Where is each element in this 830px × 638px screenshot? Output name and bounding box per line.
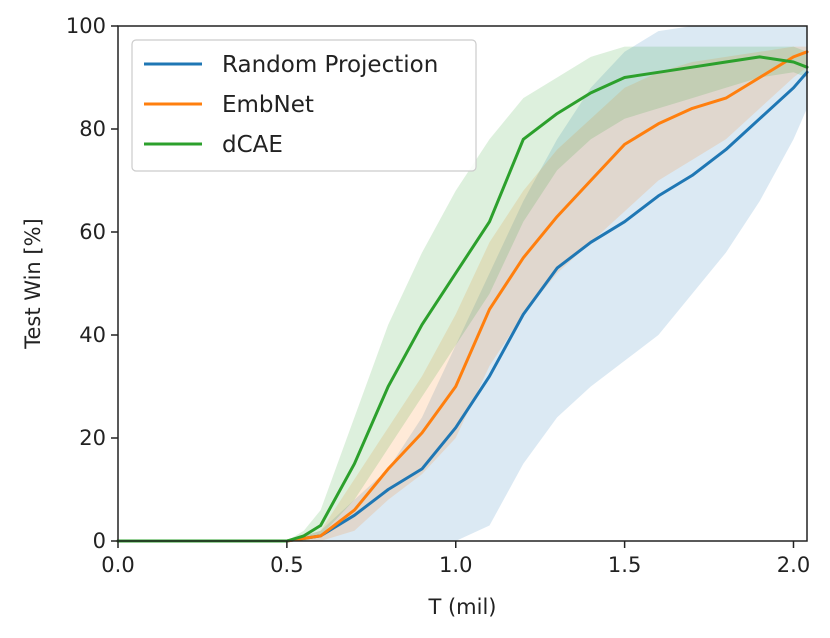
y-tick-label: 40	[79, 323, 106, 347]
legend-box	[131, 39, 477, 172]
plot-frame	[117, 25, 808, 542]
y-tick-label: 20	[79, 426, 106, 450]
x-tick-label: 1.0	[439, 553, 472, 577]
x-axis-label: T (mil)	[427, 595, 496, 619]
x-tick-label: 0.5	[270, 553, 303, 577]
y-tick-label: 100	[66, 14, 106, 38]
line-dcae	[116, 55, 809, 543]
y-axis-ticks: 0 20 40 60 80 100	[66, 14, 118, 553]
series-lines	[116, 50, 809, 543]
legend: Random Projection EmbNet dCAE	[131, 39, 477, 172]
confidence-bands	[118, 26, 807, 541]
x-tick-label: 1.5	[608, 553, 641, 577]
x-tick-label: 2.0	[777, 553, 810, 577]
line-random-projection	[116, 70, 809, 543]
legend-label-random-projection: Random Projection	[222, 52, 438, 78]
y-tick-label: 60	[79, 220, 106, 244]
y-tick-label: 0	[93, 529, 106, 553]
band-random-projection	[118, 26, 807, 541]
band-dcae	[118, 46, 807, 541]
y-tick-label: 80	[79, 117, 106, 141]
legend-label-dcae: dCAE	[222, 132, 283, 158]
legend-label-embnet: EmbNet	[222, 92, 314, 118]
y-axis-label: Test Win [%]	[21, 218, 45, 350]
band-embnet	[118, 46, 807, 541]
line-embnet	[116, 50, 809, 543]
x-axis-ticks: 0.0 0.5 1.0 1.5 2.0	[101, 541, 810, 577]
x-tick-label: 0.0	[101, 553, 134, 577]
